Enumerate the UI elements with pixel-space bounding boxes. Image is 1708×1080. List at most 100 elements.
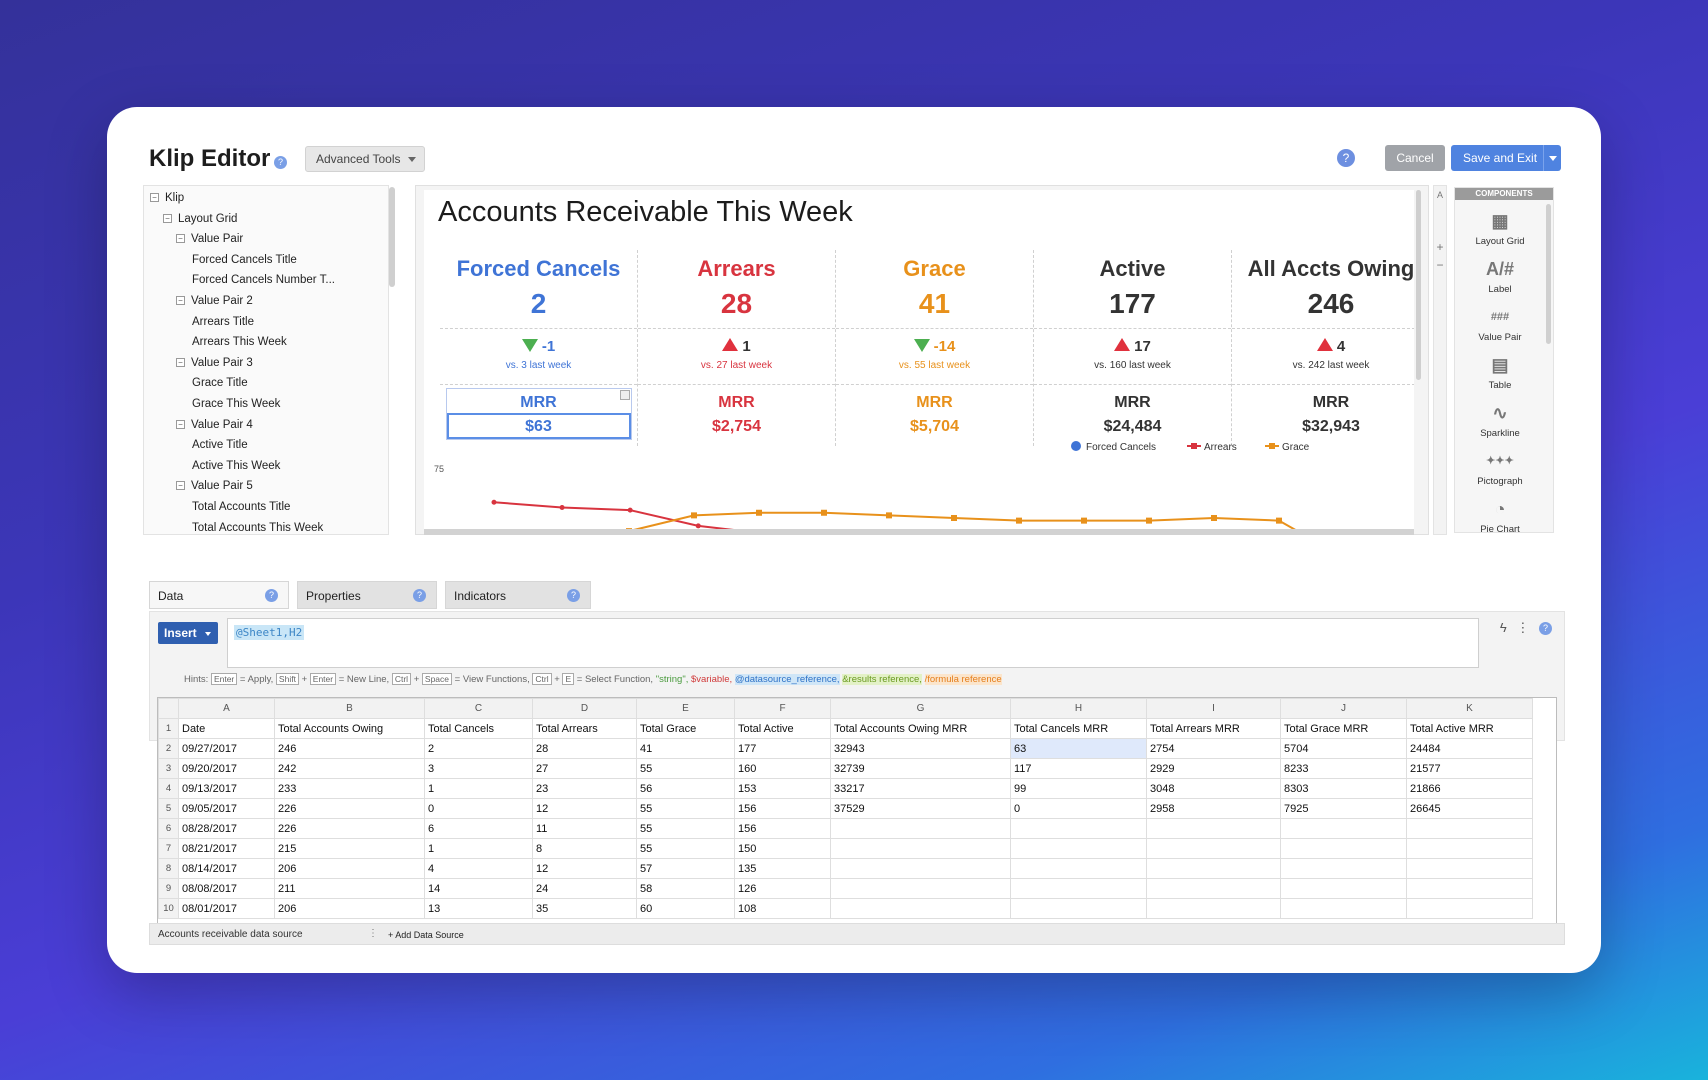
table-cell[interactable]: 5704 bbox=[1280, 738, 1407, 759]
table-cell[interactable]: 55 bbox=[636, 838, 735, 859]
tree-item[interactable]: Forced Cancels Title bbox=[189, 254, 297, 266]
row-number[interactable]: 6 bbox=[158, 818, 179, 839]
table-cell[interactable]: 09/20/2017 bbox=[178, 758, 275, 779]
table-cell[interactable]: 32943 bbox=[830, 738, 1011, 759]
table-cell[interactable]: Total Cancels MRR bbox=[1010, 718, 1147, 739]
table-cell[interactable]: 177 bbox=[734, 738, 831, 759]
column-header[interactable]: C bbox=[424, 698, 533, 719]
data-point[interactable] bbox=[951, 515, 957, 521]
table-cell[interactable]: 24484 bbox=[1406, 738, 1533, 759]
advanced-tools-dropdown[interactable]: Advanced Tools bbox=[305, 146, 425, 172]
table-cell[interactable]: 12 bbox=[532, 798, 637, 819]
row-number[interactable]: 5 bbox=[158, 798, 179, 819]
table-cell[interactable]: 08/08/2017 bbox=[178, 878, 275, 899]
tree-item[interactable]: Active Title bbox=[189, 439, 248, 451]
data-point[interactable] bbox=[1081, 517, 1087, 524]
tree-item[interactable]: − Value Pair bbox=[176, 233, 243, 245]
legend-item[interactable]: Grace bbox=[1265, 442, 1310, 453]
legend-item[interactable]: Arrears bbox=[1187, 442, 1237, 453]
table-cell[interactable]: 55 bbox=[636, 798, 735, 819]
table-cell[interactable]: Total Arrears bbox=[532, 718, 637, 739]
table-cell[interactable]: 8233 bbox=[1280, 758, 1407, 779]
table-cell[interactable]: 55 bbox=[636, 758, 735, 779]
table-cell[interactable]: 1 bbox=[424, 838, 533, 859]
table-cell[interactable]: Total Accounts Owing bbox=[274, 718, 425, 739]
data-point[interactable] bbox=[691, 512, 697, 519]
tree-item[interactable]: Forced Cancels Number T... bbox=[189, 274, 335, 286]
table-cell[interactable] bbox=[1146, 898, 1281, 919]
value-pair-card[interactable]: Forced Cancels 2 -1 vs. 3 last week MRR $63 bbox=[440, 250, 638, 446]
table-cell[interactable] bbox=[830, 818, 1011, 839]
component-layout-grid[interactable]: ▦ Layout Grid bbox=[1457, 204, 1543, 252]
tree-item[interactable]: Total Accounts Title bbox=[189, 501, 290, 513]
table-cell[interactable] bbox=[1146, 818, 1281, 839]
row-number[interactable]: 1 bbox=[158, 718, 179, 739]
table-cell[interactable]: 108 bbox=[734, 898, 831, 919]
components-scrollbar[interactable] bbox=[1546, 204, 1551, 344]
table-cell[interactable]: 156 bbox=[734, 818, 831, 839]
column-header[interactable]: D bbox=[532, 698, 637, 719]
series-line[interactable] bbox=[493, 501, 971, 532]
table-cell[interactable]: Total Arrears MRR bbox=[1146, 718, 1281, 739]
table-cell[interactable]: 246 bbox=[274, 738, 425, 759]
column-header[interactable]: H bbox=[1010, 698, 1147, 719]
value-pair-card[interactable]: Active 177 17 vs. 160 last week MRR $24,484 bbox=[1034, 250, 1232, 446]
tree-item[interactable]: Total Accounts This Week bbox=[189, 522, 323, 534]
table-cell[interactable]: 60 bbox=[636, 898, 735, 919]
help-icon[interactable]: ? bbox=[1337, 149, 1355, 167]
table-cell[interactable]: Total Active MRR bbox=[1406, 718, 1533, 739]
table-cell[interactable] bbox=[1146, 838, 1281, 859]
data-point[interactable] bbox=[821, 509, 827, 516]
table-cell[interactable]: Total Grace MRR bbox=[1280, 718, 1407, 739]
table-cell[interactable] bbox=[1280, 878, 1407, 899]
more-options-icon[interactable]: ⋮ bbox=[1516, 620, 1530, 635]
table-cell[interactable]: 206 bbox=[274, 858, 425, 879]
table-cell[interactable]: 0 bbox=[1010, 798, 1147, 819]
row-number[interactable]: 4 bbox=[158, 778, 179, 799]
data-point[interactable] bbox=[627, 507, 633, 513]
table-cell[interactable]: 09/05/2017 bbox=[178, 798, 275, 819]
table-cell[interactable]: 27 bbox=[532, 758, 637, 779]
table-cell[interactable] bbox=[1010, 858, 1147, 879]
table-cell[interactable]: 35 bbox=[532, 898, 637, 919]
table-cell[interactable] bbox=[1280, 818, 1407, 839]
table-cell[interactable]: 09/13/2017 bbox=[178, 778, 275, 799]
preview-vertical-scrollbar[interactable] bbox=[1416, 190, 1421, 380]
table-cell[interactable] bbox=[1146, 878, 1281, 899]
row-number[interactable]: 10 bbox=[158, 898, 179, 919]
zoom-reset-button[interactable]: A bbox=[1436, 190, 1443, 200]
lightning-icon[interactable]: ϟ bbox=[1499, 620, 1507, 635]
tree-item[interactable]: Grace This Week bbox=[189, 398, 280, 410]
tree-item[interactable]: − Value Pair 2 bbox=[176, 295, 253, 307]
table-cell[interactable]: 11 bbox=[532, 818, 637, 839]
tab-indicators[interactable]: Indicators ? bbox=[445, 581, 591, 609]
table-cell[interactable]: 2 bbox=[424, 738, 533, 759]
collapse-toggle-icon[interactable]: − bbox=[163, 213, 172, 223]
data-spreadsheet[interactable]: A B C D E F G H I J K 1 Date Total Accounts Owing Tota… bbox=[157, 697, 1557, 939]
column-header[interactable]: E bbox=[636, 698, 735, 719]
table-cell[interactable]: 3048 bbox=[1146, 778, 1281, 799]
data-point[interactable] bbox=[695, 523, 701, 529]
table-cell[interactable] bbox=[1406, 878, 1533, 899]
column-header[interactable]: A bbox=[178, 698, 275, 719]
table-cell[interactable] bbox=[1406, 818, 1533, 839]
table-cell[interactable] bbox=[1406, 858, 1533, 879]
klip-title[interactable]: Accounts Receivable This Week bbox=[438, 196, 853, 228]
column-header[interactable]: K bbox=[1406, 698, 1533, 719]
table-cell[interactable]: 8 bbox=[532, 838, 637, 859]
table-cell[interactable]: 135 bbox=[734, 858, 831, 879]
table-cell[interactable] bbox=[1146, 858, 1281, 879]
table-cell[interactable]: 55 bbox=[636, 818, 735, 839]
table-cell[interactable]: 24 bbox=[532, 878, 637, 899]
table-cell[interactable] bbox=[1280, 858, 1407, 879]
value-pair-card[interactable]: Grace 41 -14 vs. 55 last week MRR $5,704 bbox=[836, 250, 1034, 446]
data-source-menu-icon[interactable]: ⋮ bbox=[368, 928, 378, 939]
table-cell[interactable]: 2754 bbox=[1146, 738, 1281, 759]
table-cell[interactable]: 150 bbox=[734, 838, 831, 859]
collapse-toggle-icon[interactable]: − bbox=[176, 296, 185, 305]
table-cell[interactable]: 58 bbox=[636, 878, 735, 899]
collapse-toggle-icon[interactable]: − bbox=[176, 234, 185, 244]
data-point[interactable] bbox=[1146, 517, 1152, 524]
resize-handle-icon[interactable] bbox=[620, 390, 630, 400]
